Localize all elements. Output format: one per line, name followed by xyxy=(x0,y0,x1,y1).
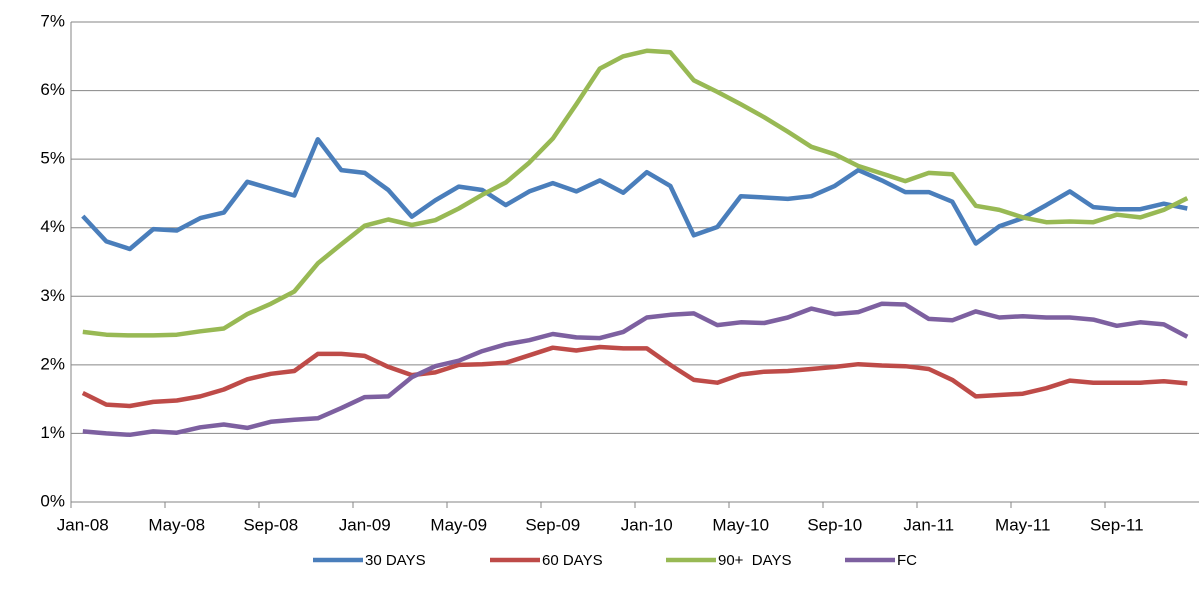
plot xyxy=(81,48,1189,438)
legend-label: 60 DAYS xyxy=(542,552,603,569)
series-line xyxy=(82,301,1189,438)
y-tick-label: 6% xyxy=(40,80,65,99)
x-tick-label: May-09 xyxy=(430,515,487,534)
x-tick-label: May-08 xyxy=(148,515,205,534)
y-tick-label: 5% xyxy=(40,149,65,168)
x-tick-label: May-10 xyxy=(712,515,769,534)
legend: 30 DAYS 60 DAYS 90+ DAYS FC xyxy=(313,552,917,569)
x-tick-label: Jan-08 xyxy=(57,515,109,534)
series-line xyxy=(81,344,1188,409)
x-tick-label: Sep-11 xyxy=(1090,515,1144,534)
y-tick-label: 4% xyxy=(40,217,65,236)
x-tick-label: Sep-09 xyxy=(525,515,580,534)
legend-label: FC xyxy=(897,552,917,569)
x-tick-label: Jan-09 xyxy=(339,515,391,534)
y-tick-label: 7% xyxy=(40,11,65,30)
y-tick-label: 1% xyxy=(40,423,65,442)
x-tick-label: May-11 xyxy=(995,515,1050,534)
series-line xyxy=(81,137,1188,252)
y-tick-label: 0% xyxy=(40,491,65,510)
series-line xyxy=(82,48,1189,338)
legend-label: 30 DAYS xyxy=(365,552,426,569)
x-tick-label: Sep-08 xyxy=(243,515,298,534)
y-tick-label: 2% xyxy=(40,354,65,373)
x-tick-label: Jan-10 xyxy=(621,515,673,534)
y-tick-label: 3% xyxy=(40,286,65,305)
legend-label: 90+ DAYS xyxy=(718,552,792,569)
x-tick-label: Sep-10 xyxy=(807,515,862,534)
x-tick-label: Jan-11 xyxy=(903,515,954,534)
